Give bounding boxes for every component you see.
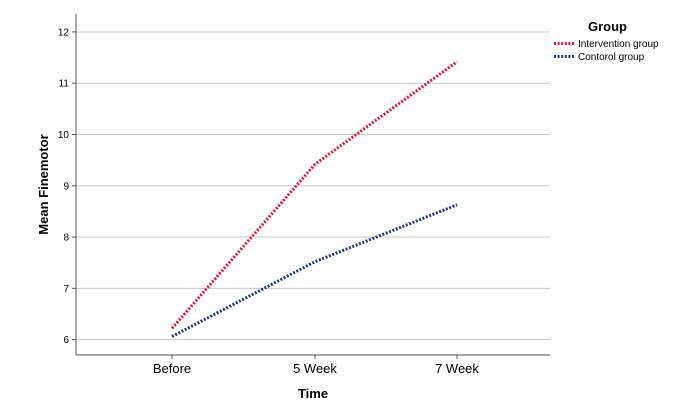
y-ticks: 6 7 8 9 10 11 12 bbox=[58, 27, 76, 346]
legend: Group Intervention group Contorol group bbox=[554, 19, 659, 63]
x-tick-label: 5 Week bbox=[293, 361, 337, 376]
y-tick-label: 9 bbox=[63, 181, 69, 192]
series-layer bbox=[170, 60, 458, 338]
x-axis-title: Time bbox=[298, 386, 328, 401]
series-line-2 bbox=[171, 203, 458, 338]
x-tick-label: Before bbox=[153, 361, 191, 376]
y-tick-label: 7 bbox=[63, 284, 69, 295]
x-tick-label: 7 Week bbox=[435, 361, 479, 376]
gridlines bbox=[76, 31, 550, 341]
legend-label-1: Intervention group bbox=[578, 39, 659, 50]
y-tick-label: 11 bbox=[59, 79, 70, 90]
x-ticks: Before 5 Week 7 Week bbox=[153, 355, 479, 376]
y-tick-label: 8 bbox=[63, 233, 69, 244]
axes bbox=[75, 14, 550, 356]
y-axis-title: Mean Finemotor bbox=[36, 134, 51, 234]
legend-title: Group bbox=[588, 19, 627, 34]
y-tick-label: 6 bbox=[63, 335, 69, 346]
y-tick-label: 10 bbox=[58, 130, 70, 141]
series-line-1 bbox=[170, 60, 458, 330]
legend-label-2: Contorol group bbox=[578, 52, 645, 63]
y-tick-label: 12 bbox=[58, 27, 70, 38]
